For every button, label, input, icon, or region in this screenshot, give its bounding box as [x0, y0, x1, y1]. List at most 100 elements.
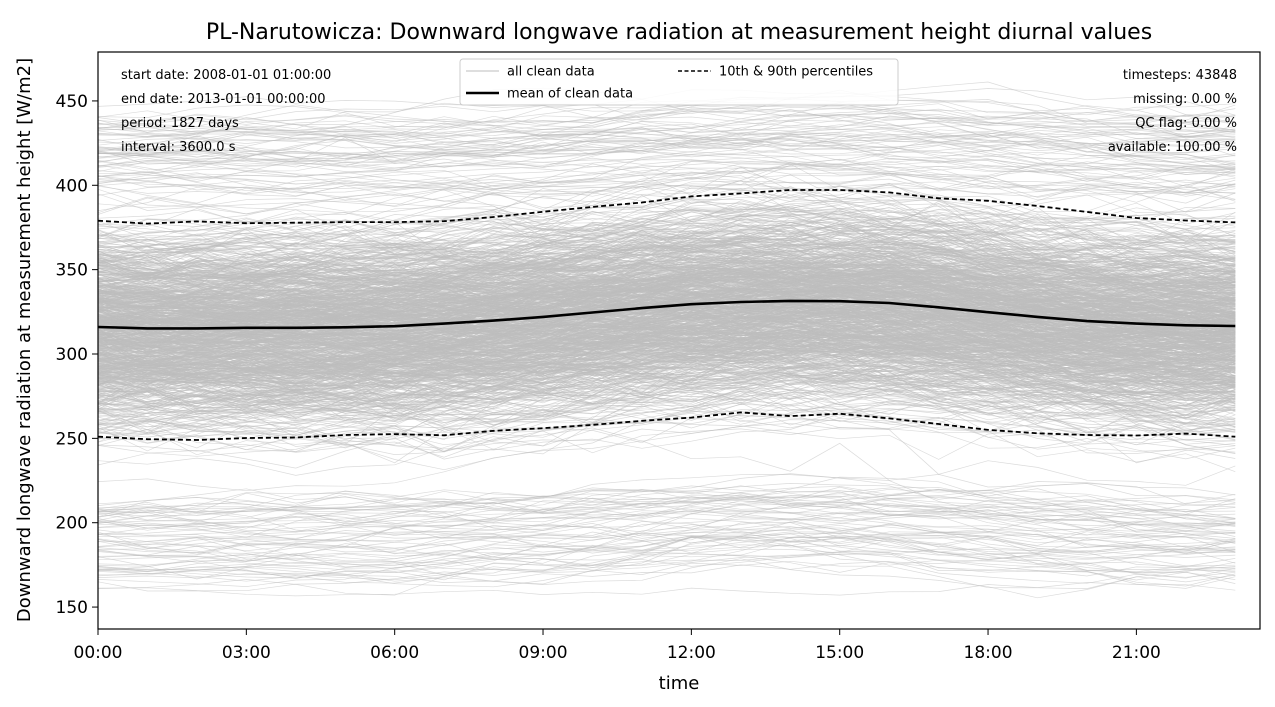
legend-label-all-clean-data: all clean data	[507, 65, 595, 80]
background-day-line	[98, 495, 1236, 525]
background-day-line	[98, 315, 1236, 378]
background-day-line	[98, 523, 1236, 570]
background-day-line	[98, 203, 1236, 259]
background-day-line	[98, 222, 1236, 291]
background-day-line	[98, 346, 1236, 381]
background-day-line	[98, 285, 1236, 352]
background-day-line	[98, 581, 1236, 597]
background-day-line	[98, 370, 1236, 410]
background-day-line	[98, 166, 1236, 215]
y-axis-label: Downward longwave radiation at measureme…	[14, 58, 35, 622]
background-day-line	[98, 158, 1236, 208]
background-day-line	[98, 524, 1236, 579]
background-day-line	[98, 512, 1236, 555]
background-day-line	[98, 187, 1236, 238]
background-day-line	[98, 189, 1236, 234]
background-day-line	[98, 116, 1236, 139]
stat-lines	[98, 189, 1236, 441]
background-lines	[98, 81, 1236, 599]
background-day-line	[98, 372, 1236, 451]
background-day-line	[98, 105, 1236, 137]
background-day-line	[98, 218, 1236, 295]
chart-title: PL-Narutowicza: Downward longwave radiat…	[206, 20, 1152, 45]
background-day-line	[98, 200, 1236, 261]
background-day-line	[98, 262, 1236, 343]
background-day-line	[98, 473, 1236, 513]
background-day-line	[98, 316, 1236, 379]
background-day-line	[98, 280, 1236, 338]
background-day-line	[98, 221, 1236, 313]
plot-area-frame	[97, 51, 1261, 630]
background-day-line	[98, 235, 1236, 282]
x-axis: 00:00 03:00 06:00 09:00 12:00 15:00 18:00 21:00	[74, 629, 1161, 663]
background-day-line	[98, 379, 1236, 417]
y-tick-label: 450	[56, 92, 88, 112]
background-day-line	[98, 376, 1236, 449]
background-day-line	[98, 185, 1236, 240]
background-day-line	[98, 130, 1236, 164]
x-axis-label: time	[659, 673, 700, 694]
info-right-line: QC flag: 0.00 %	[1135, 116, 1237, 131]
background-day-line	[98, 344, 1236, 407]
info-right-line: timesteps: 43848	[1123, 68, 1237, 83]
background-day-line	[98, 342, 1236, 385]
background-day-line	[98, 501, 1236, 538]
background-day-line	[98, 503, 1236, 535]
background-day-line	[98, 544, 1236, 577]
background-day-line	[98, 551, 1236, 580]
background-day-line	[98, 316, 1236, 367]
background-day-line	[98, 212, 1236, 274]
background-day-line	[98, 394, 1236, 464]
legend-label-mean: mean of clean data	[507, 87, 633, 102]
background-day-line	[98, 310, 1236, 363]
background-day-line	[98, 507, 1236, 546]
background-day-line	[98, 427, 1236, 486]
background-day-line	[98, 148, 1236, 173]
background-day-line	[98, 210, 1236, 272]
background-day-line	[98, 509, 1236, 550]
background-day-line	[98, 120, 1236, 163]
background-day-line	[98, 311, 1236, 355]
background-day-line	[98, 348, 1236, 404]
p90-line	[98, 189, 1236, 225]
background-day-line	[98, 329, 1236, 407]
background-day-line	[98, 237, 1236, 309]
background-day-line	[98, 411, 1236, 459]
background-day-line	[98, 313, 1236, 375]
background-day-line	[98, 558, 1236, 599]
background-day-line	[98, 222, 1236, 301]
background-day-line	[98, 523, 1236, 554]
background-day-line	[98, 350, 1236, 404]
background-day-line	[98, 207, 1236, 283]
background-day-line	[98, 159, 1236, 188]
background-day-line	[98, 560, 1236, 589]
background-day-line	[98, 158, 1236, 215]
background-day-line	[98, 415, 1236, 458]
background-day-line	[98, 501, 1236, 555]
background-day-line	[98, 304, 1236, 385]
background-day-line	[98, 211, 1236, 287]
info-left-line: end date: 2013-01-01 00:00:00	[121, 92, 326, 107]
background-day-line	[98, 163, 1236, 215]
background-day-line	[98, 104, 1236, 134]
background-day-line	[98, 174, 1236, 255]
background-day-line	[98, 335, 1236, 381]
background-day-line	[98, 139, 1236, 167]
background-day-line	[98, 288, 1236, 323]
y-tick-label: 200	[56, 514, 88, 534]
background-day-line	[98, 323, 1236, 375]
background-day-line	[98, 382, 1236, 453]
background-day-line	[98, 133, 1236, 168]
background-day-line	[98, 375, 1236, 439]
background-day-line	[98, 178, 1236, 226]
info-right-panel: timesteps: 43848 missing: 0.00 % QC flag: …	[1108, 68, 1237, 155]
background-day-line	[98, 131, 1236, 177]
x-tick-label: 15:00	[815, 643, 864, 663]
background-day-line	[98, 359, 1236, 416]
background-day-line	[98, 205, 1236, 261]
background-day-line	[98, 253, 1236, 296]
x-tick-label: 00:00	[74, 643, 123, 663]
background-day-line	[98, 154, 1236, 191]
info-left-line: interval: 3600.0 s	[121, 140, 236, 155]
background-day-line	[98, 541, 1236, 587]
